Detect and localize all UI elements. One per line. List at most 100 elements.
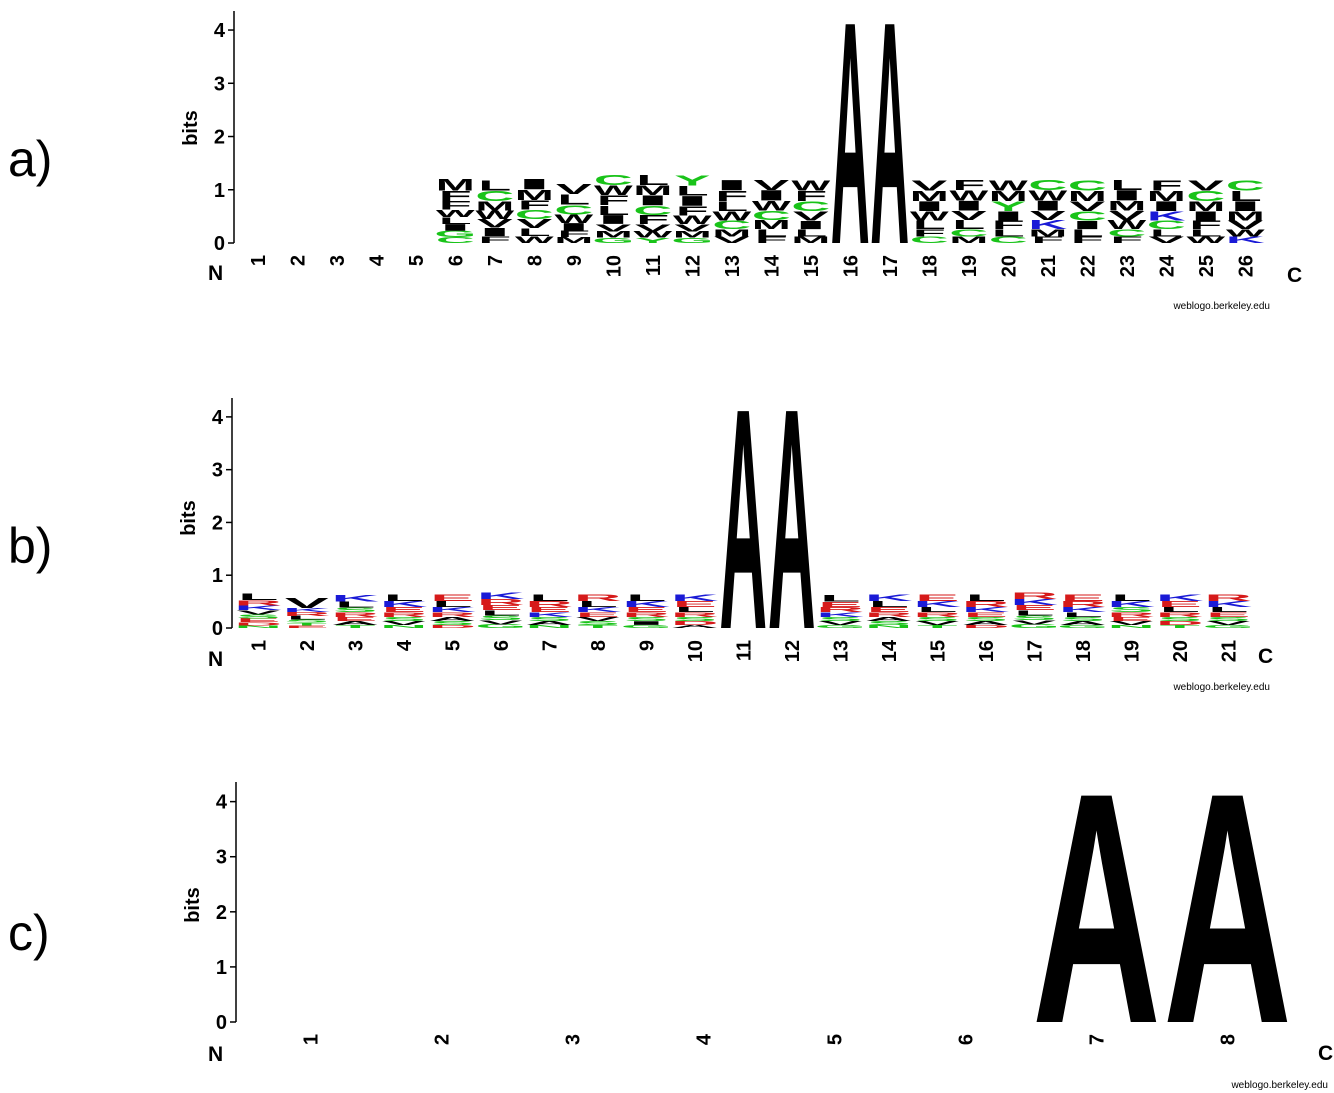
logo-glyph: G bbox=[434, 229, 476, 239]
n-terminus-label: N bbox=[208, 262, 223, 285]
logo-glyph: F bbox=[1071, 235, 1104, 245]
logo-glyph: A bbox=[1032, 725, 1161, 1093]
logo-glyph: W bbox=[594, 182, 633, 198]
logo-glyph: I bbox=[555, 221, 593, 233]
y-tick-label: 0 bbox=[216, 1012, 227, 1034]
position-label: 10 bbox=[685, 640, 707, 662]
logo-glyph: L bbox=[626, 593, 666, 603]
logo-glyph: E bbox=[1158, 600, 1202, 609]
logo-glyph: N bbox=[1107, 624, 1155, 629]
y-tick-label: 2 bbox=[216, 902, 227, 924]
logo-glyph: L bbox=[238, 592, 278, 602]
logo-glyph: L bbox=[1014, 609, 1054, 617]
logo-glyph: S bbox=[915, 616, 959, 623]
logo-glyph: L bbox=[675, 605, 715, 613]
position-label: 6 bbox=[445, 255, 467, 266]
logo-glyph: R bbox=[525, 600, 573, 609]
logo-glyph: V bbox=[479, 619, 523, 626]
position-label: 20 bbox=[1170, 640, 1192, 662]
logo-glyph: L bbox=[966, 593, 1006, 603]
logo-glyph: W bbox=[752, 198, 791, 214]
logo-glyph: E bbox=[673, 600, 717, 609]
logo-glyph: S bbox=[527, 616, 571, 623]
logo-glyph: L bbox=[1208, 605, 1248, 613]
logo-glyph: V bbox=[674, 222, 710, 233]
position-label: 8 bbox=[524, 255, 546, 266]
logo-glyph: R bbox=[865, 611, 913, 618]
logo-glyph: C bbox=[712, 219, 751, 232]
logo-glyph: N bbox=[234, 625, 282, 629]
logo-glyph: K bbox=[1226, 235, 1265, 245]
position-label: 3 bbox=[563, 1034, 585, 1045]
logo-glyph: S bbox=[430, 620, 474, 626]
logo-glyph: M bbox=[673, 230, 712, 240]
logo-glyph: L bbox=[952, 218, 985, 232]
logo-glyph: K bbox=[913, 600, 961, 609]
logo-glyph: L bbox=[1071, 228, 1104, 239]
logo-glyph: W bbox=[436, 208, 476, 219]
logo-glyph: L bbox=[518, 226, 551, 238]
logo-glyph: A bbox=[525, 620, 573, 626]
position-label: 18 bbox=[919, 255, 941, 277]
logo-glyph: L bbox=[481, 609, 521, 617]
logo-glyph: F bbox=[557, 229, 590, 239]
logo-glyph: L bbox=[917, 605, 957, 613]
logo-glyph: V bbox=[714, 235, 750, 245]
logo-glyph: W bbox=[554, 213, 593, 226]
position-label: 9 bbox=[636, 640, 658, 651]
position-label: 17 bbox=[1024, 640, 1046, 662]
logo-glyph: V bbox=[236, 609, 280, 616]
logo-glyph: G bbox=[621, 624, 672, 629]
logo-glyph: L bbox=[597, 203, 630, 218]
logo-glyph: M bbox=[1107, 198, 1146, 214]
logo-glyph: V bbox=[753, 177, 790, 194]
logo-glyph: R bbox=[428, 611, 476, 618]
logo-glyph: F bbox=[913, 228, 946, 239]
logo-glyph: Y bbox=[990, 199, 1026, 215]
logo-glyph: F bbox=[597, 193, 630, 209]
logo-glyph: I bbox=[792, 218, 830, 231]
logo-glyph: A bbox=[1059, 620, 1107, 626]
position-label: 18 bbox=[1073, 640, 1095, 662]
logo-glyph: R bbox=[234, 599, 282, 607]
logo-glyph: W bbox=[1186, 235, 1226, 245]
logo-glyph: C bbox=[594, 172, 633, 189]
logo-glyph: I bbox=[1226, 198, 1264, 214]
logo-glyph: A bbox=[831, 0, 870, 311]
y-tick-label: 3 bbox=[214, 73, 225, 95]
logo-glyph: A bbox=[865, 616, 913, 623]
logo-glyph: I bbox=[950, 198, 988, 214]
logo-glyph: C bbox=[475, 188, 514, 205]
logo-glyph: E bbox=[479, 603, 523, 611]
logo-glyph: L bbox=[992, 228, 1025, 239]
logo-glyph: V bbox=[793, 209, 829, 224]
position-label: 16 bbox=[840, 255, 862, 277]
logo-glyph: M bbox=[436, 176, 475, 194]
logo-glyph: T bbox=[917, 624, 958, 629]
logo-glyph: R bbox=[671, 611, 719, 618]
logo-glyph: R bbox=[380, 611, 428, 618]
logo-glyph: S bbox=[1206, 616, 1250, 623]
logo-glyph: G bbox=[815, 624, 866, 629]
logo-glyph: R bbox=[1204, 593, 1252, 603]
logo-glyph: S bbox=[236, 613, 280, 620]
logo-glyph: V bbox=[818, 620, 862, 626]
logo-glyph: M bbox=[910, 188, 949, 204]
position-label: 7 bbox=[539, 640, 561, 651]
logo-glyph: S bbox=[624, 616, 668, 623]
position-label: 7 bbox=[1087, 1034, 1109, 1045]
logo-glyph: E bbox=[915, 593, 959, 603]
logo-glyph: V bbox=[285, 595, 329, 611]
logo-glyph: V bbox=[1109, 209, 1145, 224]
logo-glyph: W bbox=[712, 209, 751, 224]
logo-glyph: W bbox=[910, 209, 949, 224]
panel-label: a) bbox=[8, 131, 52, 187]
logo-glyph: V bbox=[1188, 177, 1225, 194]
logo-glyph: T bbox=[1160, 624, 1201, 629]
logo-glyph: T bbox=[578, 624, 619, 629]
logo-glyph: L bbox=[557, 192, 590, 209]
y-tick-label: 3 bbox=[216, 847, 227, 869]
logo-glyph: V bbox=[951, 209, 987, 224]
logo-glyph: K bbox=[574, 605, 622, 613]
logo-glyph: S bbox=[333, 606, 377, 613]
